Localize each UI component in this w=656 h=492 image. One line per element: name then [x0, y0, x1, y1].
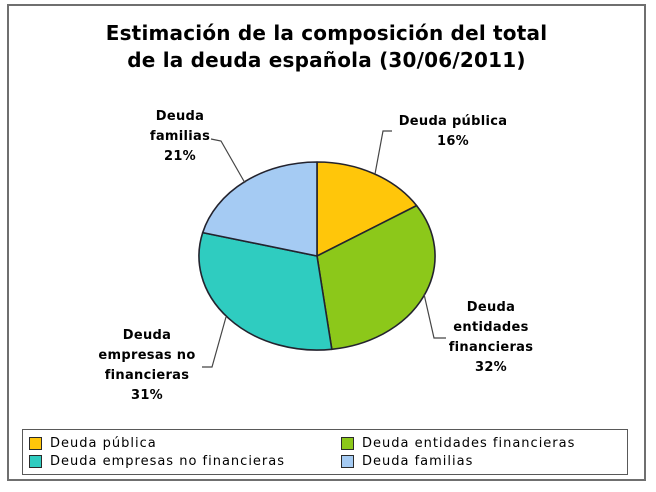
legend-label-1: Deuda entidades financieras: [362, 435, 576, 451]
legend-item-3: Deuda familias: [341, 454, 621, 469]
leader-line-deuda-entidades: [423, 293, 446, 339]
chart-title: Estimación de la composición del total d…: [105, 21, 548, 72]
pie-slice-1: [316, 204, 436, 351]
pie-slice-0: [316, 161, 418, 257]
callout-label-deuda-publica: Deuda pública 16%: [398, 114, 508, 149]
legend-label-2: Deuda empresas no financieras: [50, 453, 286, 469]
callout-label-deuda-empresas-no-financieras: Deuda empresas no financieras 31%: [98, 328, 196, 403]
pie-slice-2: [198, 231, 333, 351]
legend-item-2: Deuda empresas no financieras: [29, 454, 341, 469]
legend-item-1: Deuda entidades financieras: [341, 436, 621, 451]
leader-line-deuda-publica: [374, 130, 392, 175]
legend-swatch-3: [341, 454, 354, 468]
callout-label-deuda-familias: Deuda familias 21%: [149, 109, 211, 164]
legend-item-0: Deuda pública: [29, 436, 341, 451]
leader-line-deuda-familias: [210, 138, 246, 184]
legend-swatch-2: [29, 454, 42, 468]
leader-line-deuda-empresas: [202, 316, 227, 368]
leader-lines: [202, 130, 446, 368]
legend-label-3: Deuda familias: [362, 453, 474, 469]
callout-label-deuda-entidades-financieras: Deuda entidades financieras 32%: [448, 300, 534, 375]
legend-label-0: Deuda pública: [50, 435, 157, 451]
legend: Deuda pública Deuda entidades financieras…: [22, 429, 628, 475]
legend-swatch-0: [29, 436, 42, 450]
legend-swatch-1: [341, 436, 354, 450]
pie-slices: [198, 161, 436, 351]
